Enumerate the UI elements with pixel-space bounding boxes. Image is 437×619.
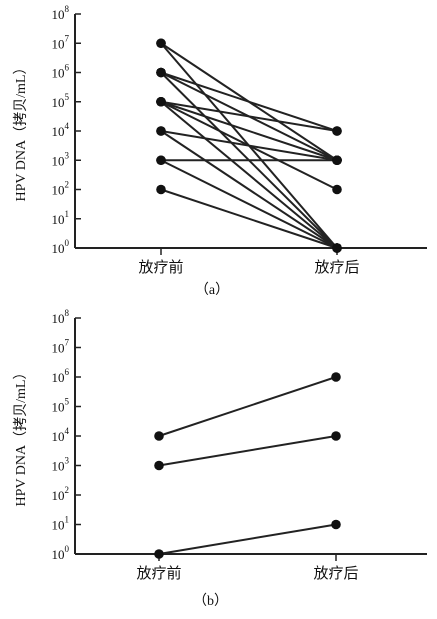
- tick-base: 10: [52, 7, 65, 22]
- data-point: [331, 519, 341, 530]
- tick-exponent: 2: [65, 180, 70, 190]
- series-line-0: [158, 376, 337, 437]
- tick-exponent: 5: [65, 397, 70, 407]
- tick-exponent: 3: [65, 456, 70, 466]
- y-tick-label: 102: [52, 180, 70, 198]
- data-point: [332, 126, 342, 136]
- y-tick-label: 106: [52, 63, 70, 81]
- tick-base: 10: [52, 370, 65, 385]
- data-point: [154, 431, 164, 441]
- y-tick-label: 108: [52, 308, 70, 326]
- tick-base: 10: [52, 311, 65, 326]
- tick-exponent: 1: [65, 209, 70, 219]
- y-tick-label: 103: [52, 150, 70, 168]
- y-tick-label: 101: [52, 209, 70, 227]
- tick-base: 10: [52, 66, 65, 81]
- tick-exponent: 2: [65, 485, 70, 495]
- y-tick-label: 101: [52, 515, 70, 533]
- tick-base: 10: [52, 95, 65, 110]
- y-tick-label: 100: [52, 238, 70, 256]
- data-point: [332, 155, 342, 166]
- tick-exponent: 4: [65, 426, 70, 436]
- tick-exponent: 0: [65, 238, 70, 248]
- y-tick-label: 103: [52, 456, 70, 474]
- y-tick-label: 108: [52, 4, 70, 22]
- tick-base: 10: [52, 429, 65, 444]
- tick-exponent: 7: [65, 338, 70, 348]
- tick-exponent: 6: [65, 367, 70, 377]
- tick-exponent: 8: [65, 308, 70, 318]
- series-line-9: [160, 130, 338, 162]
- data-point: [154, 549, 164, 559]
- data-point: [332, 184, 342, 195]
- x-category-label: 放疗前: [138, 259, 183, 276]
- tick-base: 10: [52, 241, 65, 256]
- y-tick-label: 107: [52, 33, 70, 51]
- panel-label: （a）: [195, 282, 229, 298]
- y-tick-label: 102: [52, 485, 70, 503]
- y-tick-label: 104: [52, 426, 70, 444]
- data-point: [156, 96, 166, 107]
- series-line-10: [160, 130, 338, 249]
- y-tick-label: 105: [52, 397, 70, 415]
- tick-exponent: 3: [65, 150, 70, 160]
- data-point: [331, 431, 341, 441]
- tick-exponent: 1: [65, 515, 70, 525]
- tick-base: 10: [52, 400, 65, 415]
- y-tick-label: 105: [52, 92, 70, 110]
- y-tick-label: 104: [52, 121, 70, 139]
- series-line-12: [160, 159, 338, 249]
- tick-base: 10: [52, 518, 65, 533]
- data-point: [156, 184, 166, 195]
- series-line-6: [160, 100, 338, 162]
- y-tick-label: 107: [52, 338, 70, 356]
- series-line-13: [160, 188, 338, 249]
- series-line-2: [160, 71, 338, 132]
- tick-exponent: 4: [65, 121, 70, 131]
- tick-exponent: 8: [65, 4, 70, 14]
- series-line-1: [158, 435, 337, 467]
- data-point: [332, 243, 342, 253]
- tick-base: 10: [52, 488, 65, 503]
- data-point: [156, 38, 166, 49]
- y-tick-label: 100: [52, 544, 70, 562]
- tick-base: 10: [52, 124, 65, 139]
- data-point: [156, 155, 166, 166]
- y-axis-label: HPV DNA（拷贝/mL）: [13, 61, 29, 202]
- panel-label: （b）: [193, 593, 228, 609]
- tick-base: 10: [52, 212, 65, 227]
- tick-base: 10: [52, 36, 65, 51]
- data-point: [156, 67, 166, 78]
- tick-exponent: 5: [65, 92, 70, 102]
- tick-base: 10: [52, 459, 65, 474]
- x-category-label: 放疗后: [313, 565, 358, 582]
- y-axis-label: HPV DNA（拷贝/mL）: [13, 366, 29, 507]
- x-category-label: 放疗前: [136, 565, 181, 582]
- tick-base: 10: [52, 153, 65, 168]
- series-line-8: [160, 100, 338, 249]
- data-point: [156, 126, 166, 136]
- series-line-5: [160, 100, 338, 132]
- tick-base: 10: [52, 547, 65, 562]
- x-category-label: 放疗后: [314, 259, 359, 276]
- tick-base: 10: [52, 183, 65, 198]
- data-point: [331, 372, 341, 382]
- data-point: [154, 460, 164, 471]
- tick-exponent: 6: [65, 63, 70, 73]
- tick-exponent: 0: [65, 544, 70, 554]
- tick-exponent: 7: [65, 33, 70, 43]
- y-tick-label: 106: [52, 367, 70, 385]
- series-line-2: [158, 523, 337, 555]
- tick-base: 10: [52, 341, 65, 356]
